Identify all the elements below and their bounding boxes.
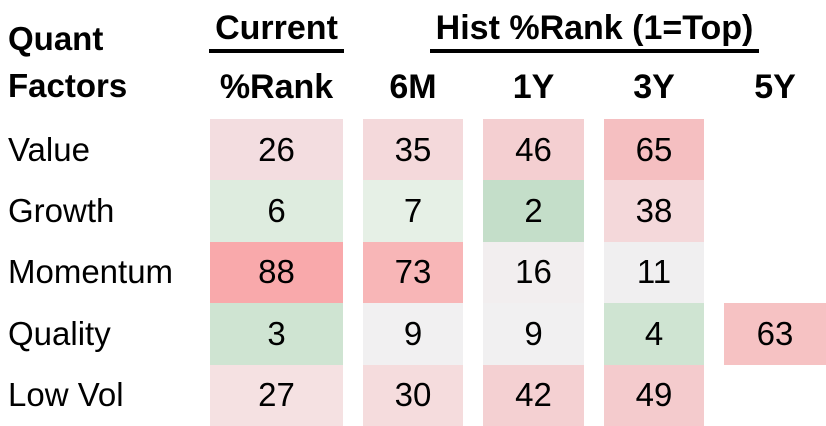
row-label-momentum: Momentum xyxy=(8,253,174,291)
heatmap-cell: 2 xyxy=(483,180,584,242)
column-header-rank: %Rank xyxy=(219,67,334,106)
heatmap-cell: 63 xyxy=(724,303,826,365)
column-header-3y: 3Y xyxy=(633,67,675,106)
row-label-quality: Quality xyxy=(8,314,111,352)
heatmap-cell: 26 xyxy=(210,119,343,181)
heatmap-cell: 16 xyxy=(483,241,584,304)
heatmap-cell: 73 xyxy=(363,241,463,304)
heatmap-cell: 4 xyxy=(604,303,704,365)
column-header-5y: 5Y xyxy=(754,67,796,106)
heatmap-cell-empty xyxy=(724,180,826,241)
heatmap-cell: 9 xyxy=(363,303,463,365)
table-title-line1: Quant xyxy=(8,20,104,58)
table-title-line2: Factors xyxy=(8,66,128,104)
row-label-value: Value xyxy=(8,130,90,168)
heatmap-cell: 38 xyxy=(604,180,704,242)
heatmap-cell: 42 xyxy=(483,364,584,426)
column-header-6m: 6M xyxy=(389,67,437,106)
heatmap-cell-empty xyxy=(724,242,826,303)
heatmap-cell: 3 xyxy=(210,303,343,365)
heatmap-cell: 88 xyxy=(210,241,343,304)
column-header-1y: 1Y xyxy=(512,67,555,106)
heatmap-cell: 46 xyxy=(483,119,584,181)
group-header-current-label: Current xyxy=(209,9,344,53)
heatmap-cell-empty xyxy=(724,365,826,426)
heatmap-cell: 11 xyxy=(604,241,704,304)
group-header-hist: Hist %Rank (1=Top) xyxy=(363,0,826,55)
row-label-growth: Growth xyxy=(8,192,115,230)
heatmap-cell: 49 xyxy=(604,364,704,426)
heatmap-cell: 30 xyxy=(363,364,463,426)
heatmap-cell: 7 xyxy=(363,180,463,242)
heatmap-cell: 27 xyxy=(210,364,343,426)
heatmap-cell: 9 xyxy=(483,303,584,365)
heatmap-cell: 6 xyxy=(210,180,343,242)
group-header-hist-label: Hist %Rank (1=Top) xyxy=(429,9,760,53)
group-header-current: Current xyxy=(209,0,344,55)
heatmap-cell: 65 xyxy=(604,119,704,181)
heatmap-cell-empty xyxy=(724,119,826,180)
table-title: Quant Factors xyxy=(0,0,190,119)
heatmap-cell: 35 xyxy=(363,119,463,181)
row-label-low-vol: Low Vol xyxy=(8,376,124,414)
